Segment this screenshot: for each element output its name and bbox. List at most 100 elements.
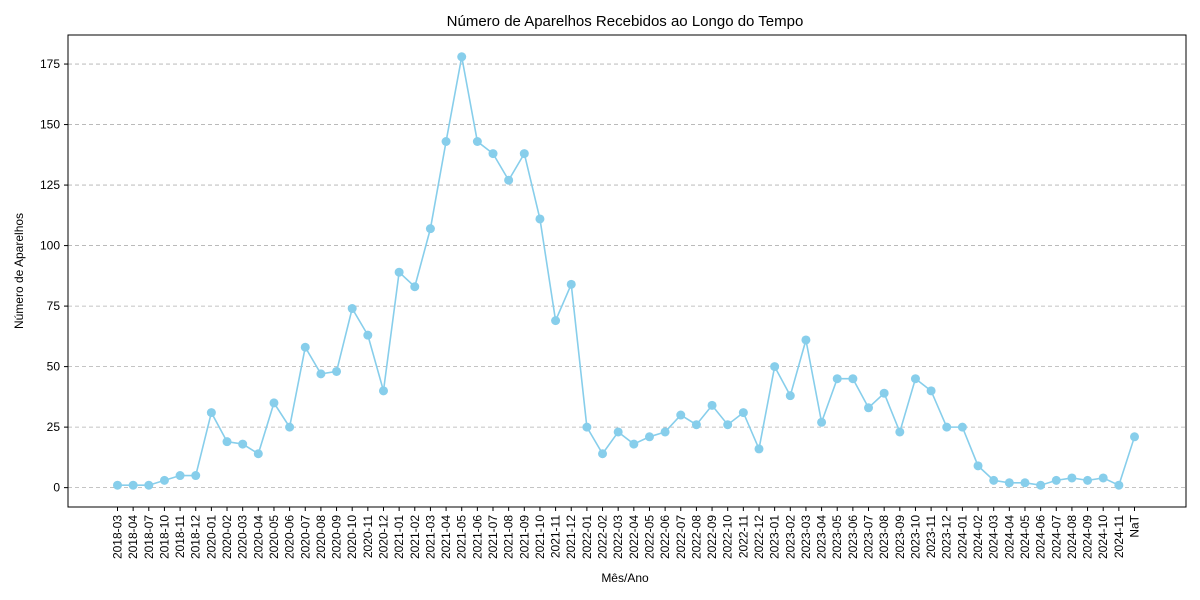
data-point	[378, 386, 388, 396]
x-tick-label: 2023-07	[862, 515, 876, 559]
x-tick-label: 2024-11	[1112, 515, 1126, 558]
data-point	[707, 400, 717, 410]
data-point	[723, 420, 733, 430]
data-point	[942, 422, 952, 432]
y-tick-label: 75	[47, 299, 61, 313]
plot-frame	[67, 34, 1187, 508]
x-tick-label: 2021-07	[486, 515, 500, 559]
data-point	[895, 427, 905, 437]
data-point	[206, 408, 216, 418]
x-tick-label: 2018-12	[189, 515, 203, 559]
data-point	[785, 391, 795, 401]
x-tick-label: 2021-10	[533, 515, 547, 559]
x-tick-label: 2022-09	[705, 515, 719, 559]
data-point	[582, 422, 592, 432]
x-tick-label: 2018-10	[157, 515, 171, 559]
grid-lines	[68, 63, 1186, 489]
data-point	[1036, 480, 1046, 490]
x-tick-label: 2024-06	[1034, 515, 1048, 559]
data-point	[566, 279, 576, 289]
x-tick-label: 2021-09	[517, 515, 531, 559]
data-point	[1098, 473, 1108, 483]
x-tick-label: 2020-04	[251, 515, 265, 559]
data-point	[363, 330, 373, 340]
x-tick-label: 2022-08	[689, 515, 703, 559]
data-point	[1051, 475, 1061, 485]
x-tick-label: 2023-06	[846, 515, 860, 559]
x-tick-label: 2022-11	[736, 515, 750, 558]
chart-title: Número de Aparelhos Recebidos ao Longo d…	[447, 13, 804, 30]
data-point	[598, 449, 608, 459]
x-tick-label: 2023-03	[799, 515, 813, 559]
data-point	[910, 374, 920, 384]
data-point	[332, 366, 342, 376]
data-point	[817, 417, 827, 427]
x-tick-label: 2018-07	[142, 515, 156, 559]
data-point	[269, 398, 279, 408]
x-tick-label: 2020-06	[283, 515, 297, 559]
data-point	[316, 369, 326, 379]
data-point	[676, 410, 686, 420]
x-tick-label: 2023-05	[830, 515, 844, 559]
data-point	[159, 475, 169, 485]
x-tick-label: 2024-08	[1065, 515, 1079, 559]
x-tick-label: 2020-01	[204, 515, 218, 559]
series-polyline	[117, 56, 1136, 487]
data-point	[488, 149, 498, 159]
data-point	[425, 224, 435, 234]
data-point	[801, 335, 811, 345]
y-tick-label: 25	[47, 420, 61, 434]
data-point	[1114, 480, 1124, 490]
data-point	[989, 475, 999, 485]
x-tick-label: 2021-05	[455, 515, 469, 559]
data-point	[441, 137, 451, 147]
data-point	[660, 427, 670, 437]
data-point	[1020, 478, 1030, 488]
data-point	[222, 437, 232, 447]
data-point	[191, 471, 201, 481]
x-tick-label: 2020-03	[236, 515, 250, 559]
x-tick-label: 2022-02	[596, 515, 610, 559]
x-tick-label: 2024-10	[1096, 515, 1110, 559]
x-tick-label: 2020-07	[298, 515, 312, 559]
data-point	[926, 386, 936, 396]
data-point	[472, 137, 482, 147]
x-tick-label: 2020-02	[220, 515, 234, 559]
x-tick-label: 2024-05	[1018, 515, 1032, 559]
x-tick-label: 2021-03	[423, 515, 437, 559]
data-point	[691, 420, 701, 430]
data-point	[1130, 432, 1139, 442]
x-tick-label: 2023-02	[783, 515, 797, 559]
data-point	[1067, 473, 1077, 483]
x-tick-label: 2018-03	[111, 515, 125, 559]
data-point	[973, 461, 983, 471]
x-tick-label: 2020-10	[345, 515, 359, 559]
data-point	[457, 52, 467, 62]
data-point	[410, 282, 420, 292]
data-point	[754, 444, 764, 454]
data-point	[128, 480, 138, 490]
data-point	[832, 374, 842, 384]
x-tick-label: 2021-06	[470, 515, 484, 559]
x-tick-label: 2023-09	[893, 515, 907, 559]
x-tick-label: 2023-12	[940, 515, 954, 559]
x-tick-label: 2024-07	[1049, 515, 1063, 559]
x-tick-label: 2020-08	[314, 515, 328, 559]
x-tick-label: 2022-01	[580, 515, 594, 559]
x-tick-label: 2022-05	[642, 515, 656, 559]
data-point	[864, 403, 874, 413]
x-tick-label: 2022-06	[658, 515, 672, 559]
x-tick-label: 2023-10	[908, 515, 922, 559]
data-point	[957, 422, 967, 432]
data-point	[300, 342, 310, 352]
x-tick-label: NaT	[1128, 514, 1142, 537]
data-point	[394, 267, 404, 277]
y-tick-label: 125	[40, 178, 60, 192]
x-tick-label: 2024-04	[1002, 515, 1016, 559]
x-tick-label: 2024-01	[955, 515, 969, 559]
x-tick-label: 2021-01	[392, 515, 406, 559]
x-tick-label: 2020-05	[267, 515, 281, 559]
x-tick-label: 2021-12	[564, 515, 578, 559]
x-axis-ticks: 2018-03 2018-04 2018-07 2018-10 2018-11 2018-…	[111, 507, 1142, 559]
data-point	[629, 439, 639, 449]
